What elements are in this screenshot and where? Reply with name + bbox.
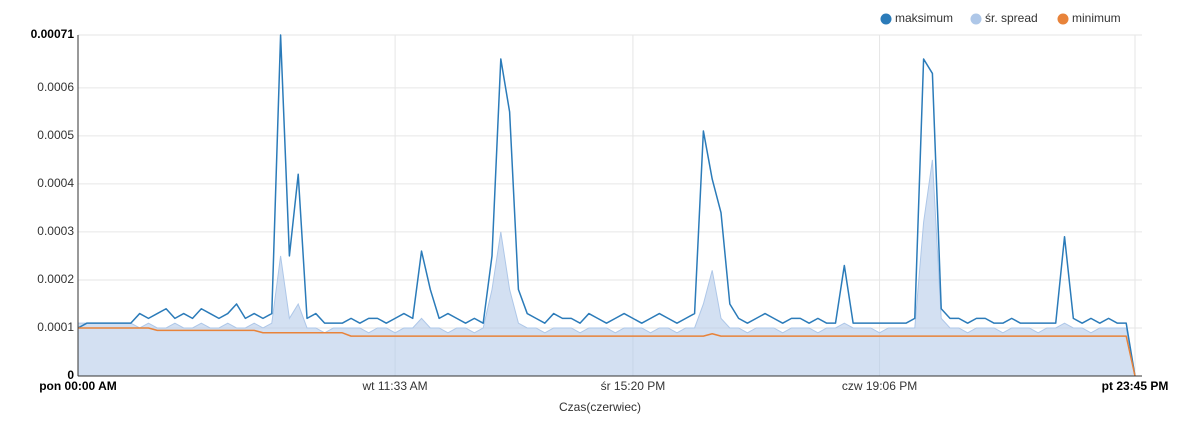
- legend-marker: [1057, 13, 1069, 25]
- x-tick-label: śr 15:20 PM: [601, 379, 666, 393]
- y-tick-label: 0.0001: [37, 320, 74, 334]
- legend-marker: [970, 13, 982, 25]
- x-tick-label: wt 11:33 AM: [362, 379, 428, 393]
- x-tick-label: pon 00:00 AM: [39, 379, 117, 393]
- y-tick-label: 0.0006: [37, 80, 74, 94]
- area: [77, 159, 1136, 377]
- y-tick-label: 0.0004: [37, 176, 74, 190]
- legend-label: minimum: [1072, 11, 1121, 25]
- y-tick-label: 0.0002: [37, 272, 74, 286]
- line: [78, 327, 1136, 377]
- legend-marker: [880, 13, 892, 25]
- y-tick-label: 0.0005: [37, 128, 74, 142]
- legend-item: maksimum: [880, 11, 953, 25]
- legend-item: minimum: [1057, 11, 1121, 25]
- y-tick-label: 0.0003: [37, 224, 74, 238]
- line: [77, 34, 1136, 377]
- x-tick-label: pt 23:45 PM: [1102, 379, 1169, 393]
- y-tick-label: 0.00071: [31, 27, 75, 41]
- legend-label: maksimum: [895, 11, 953, 25]
- legend-label: śr. spread: [985, 11, 1038, 25]
- y-tick-label: 0: [67, 368, 74, 382]
- x-axis-title: Czas(czerwiec): [559, 400, 641, 414]
- legend-item: śr. spread: [970, 11, 1038, 25]
- x-tick-label: czw 19:06 PM: [842, 379, 917, 393]
